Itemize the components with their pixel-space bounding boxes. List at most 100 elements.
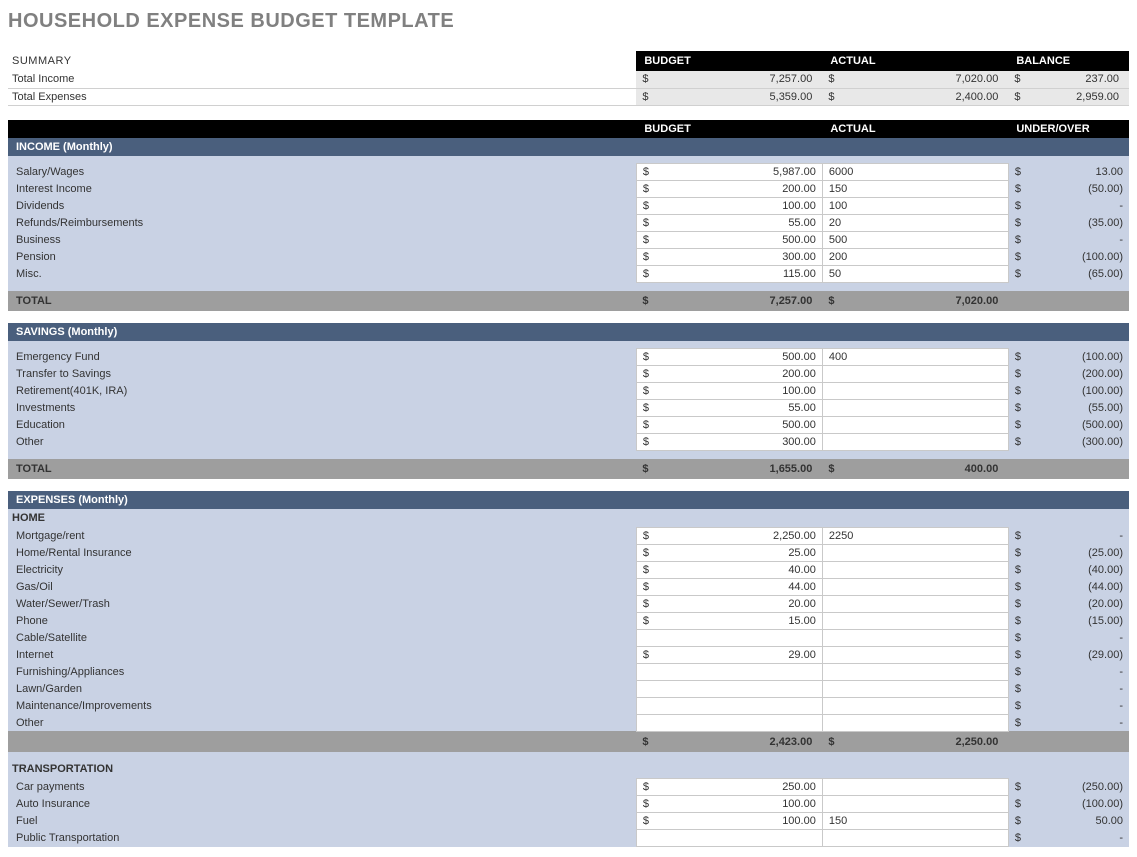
actual-cell[interactable]	[822, 680, 1008, 697]
under-over-cell: $(200.00)	[1008, 366, 1129, 383]
row-label: Investments	[8, 400, 636, 417]
actual-cell[interactable]	[822, 778, 1008, 795]
row-label: Gas/Oil	[8, 578, 636, 595]
table-row: Home/Rental Insurance$25.00$(25.00)	[8, 544, 1129, 561]
budget-cell[interactable]: $100.00	[636, 812, 822, 829]
subtotal-budget: $2,423.00	[636, 731, 822, 752]
actual-cell[interactable]	[822, 629, 1008, 646]
table-row: Phone$15.00$(15.00)	[8, 612, 1129, 629]
under-over-cell: $(300.00)	[1008, 434, 1129, 451]
table-row: Misc.$115.0050$(65.00)	[8, 266, 1129, 283]
actual-cell[interactable]	[822, 544, 1008, 561]
budget-cell[interactable]: $5,987.00	[636, 164, 822, 181]
actual-cell[interactable]	[822, 595, 1008, 612]
under-over-cell: $(100.00)	[1008, 349, 1129, 366]
budget-cell[interactable]: $15.00	[636, 612, 822, 629]
budget-cell[interactable]: $20.00	[636, 595, 822, 612]
actual-cell[interactable]	[822, 714, 1008, 731]
colhead-budget: BUDGET	[636, 120, 822, 138]
budget-cell[interactable]: $200.00	[636, 181, 822, 198]
actual-cell[interactable]: 6000	[822, 164, 1008, 181]
under-over-cell: $-	[1008, 663, 1129, 680]
budget-cell[interactable]: $500.00	[636, 349, 822, 366]
under-over-cell: $(40.00)	[1008, 561, 1129, 578]
row-label: Fuel	[8, 812, 636, 829]
budget-cell[interactable]: $40.00	[636, 561, 822, 578]
actual-cell[interactable]	[822, 561, 1008, 578]
summary-budget: $5,359.00	[636, 88, 822, 105]
budget-cell[interactable]: $44.00	[636, 578, 822, 595]
budget-cell[interactable]	[636, 714, 822, 731]
under-over-cell: $50.00	[1008, 812, 1129, 829]
budget-cell[interactable]: $115.00	[636, 266, 822, 283]
under-over-cell: $(100.00)	[1008, 795, 1129, 812]
actual-cell[interactable]	[822, 829, 1008, 846]
actual-cell[interactable]	[822, 400, 1008, 417]
budget-cell[interactable]: $29.00	[636, 646, 822, 663]
actual-cell[interactable]	[822, 663, 1008, 680]
table-row: Education$500.00$(500.00)	[8, 417, 1129, 434]
budget-cell[interactable]	[636, 829, 822, 846]
budget-cell[interactable]: $55.00	[636, 400, 822, 417]
summary-head-actual: ACTUAL	[822, 51, 1008, 71]
row-label: Refunds/Reimbursements	[8, 215, 636, 232]
budget-cell[interactable]: $100.00	[636, 198, 822, 215]
actual-cell[interactable]	[822, 366, 1008, 383]
summary-heading: SUMMARY	[8, 51, 636, 71]
budget-cell[interactable]	[636, 663, 822, 680]
budget-cell[interactable]: $500.00	[636, 232, 822, 249]
actual-cell[interactable]	[822, 612, 1008, 629]
budget-cell[interactable]: $200.00	[636, 366, 822, 383]
budget-cell[interactable]: $55.00	[636, 215, 822, 232]
row-label: Water/Sewer/Trash	[8, 595, 636, 612]
actual-cell[interactable]	[822, 383, 1008, 400]
savings-total-budget: $1,655.00	[636, 459, 822, 479]
savings-table: Emergency Fund$500.00400$(100.00)Transfe…	[8, 341, 1129, 459]
actual-cell[interactable]: 20	[822, 215, 1008, 232]
budget-cell[interactable]: $100.00	[636, 383, 822, 400]
row-label: Transfer to Savings	[8, 366, 636, 383]
actual-cell[interactable]: 150	[822, 812, 1008, 829]
budget-cell[interactable]	[636, 629, 822, 646]
actual-cell[interactable]: 50	[822, 266, 1008, 283]
actual-cell[interactable]: 200	[822, 249, 1008, 266]
row-label: Salary/Wages	[8, 164, 636, 181]
table-row: Car payments$250.00$(250.00)	[8, 778, 1129, 795]
table-row: Electricity$40.00$(40.00)	[8, 561, 1129, 578]
budget-cell[interactable]: $2,250.00	[636, 527, 822, 544]
summary-head-budget: BUDGET	[636, 51, 822, 71]
actual-cell[interactable]	[822, 417, 1008, 434]
under-over-cell: $-	[1008, 829, 1129, 846]
under-over-cell: $(50.00)	[1008, 181, 1129, 198]
row-label: Misc.	[8, 266, 636, 283]
actual-cell[interactable]	[822, 646, 1008, 663]
under-over-cell: $-	[1008, 680, 1129, 697]
budget-cell[interactable]: $100.00	[636, 795, 822, 812]
actual-cell[interactable]	[822, 434, 1008, 451]
budget-cell[interactable]: $300.00	[636, 249, 822, 266]
under-over-cell: $(65.00)	[1008, 266, 1129, 283]
under-over-cell: $(25.00)	[1008, 544, 1129, 561]
under-over-cell: $(35.00)	[1008, 215, 1129, 232]
actual-cell[interactable]: 400	[822, 349, 1008, 366]
budget-cell[interactable]: $250.00	[636, 778, 822, 795]
actual-cell[interactable]: 150	[822, 181, 1008, 198]
summary-row-label: Total Income	[8, 71, 636, 88]
budget-cell[interactable]: $25.00	[636, 544, 822, 561]
income-total-actual: $7,020.00	[822, 291, 1008, 311]
under-over-cell: $(500.00)	[1008, 417, 1129, 434]
budget-cell[interactable]: $500.00	[636, 417, 822, 434]
actual-cell[interactable]	[822, 795, 1008, 812]
summary-row: Total Expenses$5,359.00$2,400.00$2,959.0…	[8, 88, 1129, 105]
under-over-cell: $13.00	[1008, 164, 1129, 181]
actual-cell[interactable]: 2250	[822, 527, 1008, 544]
actual-cell[interactable]	[822, 578, 1008, 595]
actual-cell[interactable]	[822, 697, 1008, 714]
row-label: Phone	[8, 612, 636, 629]
table-row: Fuel$100.00150$50.00	[8, 812, 1129, 829]
actual-cell[interactable]: 500	[822, 232, 1008, 249]
budget-cell[interactable]: $300.00	[636, 434, 822, 451]
budget-cell[interactable]	[636, 697, 822, 714]
budget-cell[interactable]	[636, 680, 822, 697]
actual-cell[interactable]: 100	[822, 198, 1008, 215]
